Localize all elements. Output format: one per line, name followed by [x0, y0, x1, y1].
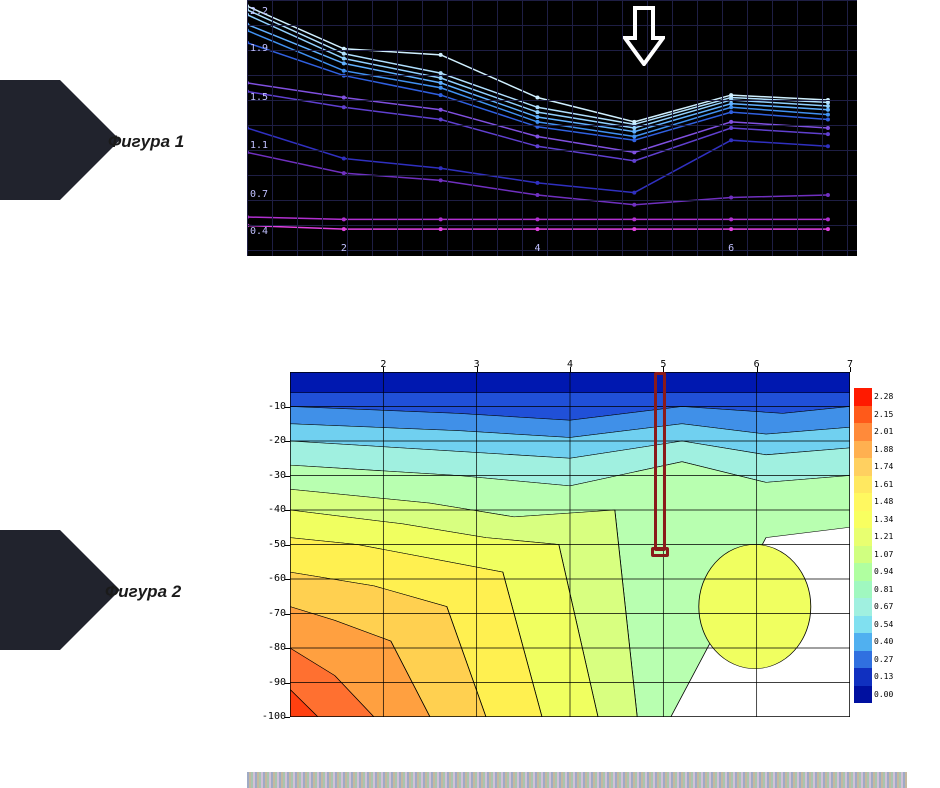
legend-value: 0.94 [874, 567, 893, 576]
legend-value: 1.74 [874, 462, 893, 471]
legend-swatch [854, 563, 872, 581]
figure2-marker-cap [651, 547, 669, 557]
fig1-ytick: 1.5 [250, 92, 268, 103]
legend-value: 0.40 [874, 637, 893, 646]
figure1-chart: 0.4 0.7 1.1 1.5 1.9 2.2 2 4 6 [247, 0, 857, 256]
legend-value: 1.48 [874, 497, 893, 506]
figure2-legend: 2.28 2.15 2.01 1.88 1.74 1.61 1.48 1.34 1.21 1.07… [854, 388, 906, 703]
legend-swatch [854, 388, 872, 406]
legend-row: 0.40 [854, 633, 906, 651]
legend-swatch [854, 546, 872, 564]
arrow-down-icon [623, 6, 665, 66]
figure1-label: Фигура 1 [108, 132, 184, 152]
legend-swatch [854, 581, 872, 599]
fig2-ytick: -10 [268, 401, 286, 412]
legend-value: 2.01 [874, 427, 893, 436]
legend-value: 0.00 [874, 690, 893, 699]
fig1-ytick: 0.7 [250, 189, 268, 200]
fig2-ytick: -30 [268, 470, 286, 481]
legend-row: 1.21 [854, 528, 906, 546]
legend-swatch [854, 668, 872, 686]
legend-row: 2.15 [854, 406, 906, 424]
legend-row: 1.61 [854, 476, 906, 494]
fig1-xtick: 4 [534, 243, 540, 254]
footer-noise-strip [247, 772, 907, 788]
fig2-ytick: -20 [268, 435, 286, 446]
legend-row: 1.74 [854, 458, 906, 476]
legend-value: 0.27 [874, 655, 893, 664]
legend-row: 1.34 [854, 511, 906, 529]
fig1-ytick: 1.9 [250, 43, 268, 54]
legend-value: 1.88 [874, 445, 893, 454]
legend-row: 0.67 [854, 598, 906, 616]
legend-value: 2.15 [874, 410, 893, 419]
legend-row: 0.54 [854, 616, 906, 634]
legend-value: 1.34 [874, 515, 893, 524]
legend-swatch [854, 476, 872, 494]
legend-row: 2.01 [854, 423, 906, 441]
legend-row: 1.88 [854, 441, 906, 459]
legend-swatch [854, 493, 872, 511]
fig1-xtick: 6 [728, 243, 734, 254]
legend-row: 0.00 [854, 686, 906, 704]
legend-row: 2.28 [854, 388, 906, 406]
legend-swatch [854, 528, 872, 546]
legend-value: 0.54 [874, 620, 893, 629]
fig2-ytick: -80 [268, 642, 286, 653]
figure2-chart: 2.282.152.011.881.741.611.481.341.211.07… [290, 372, 850, 717]
legend-value: 0.13 [874, 672, 893, 681]
fig2-ytick: -50 [268, 539, 286, 550]
legend-swatch [854, 633, 872, 651]
legend-row: 0.94 [854, 563, 906, 581]
fig2-ytick: -40 [268, 504, 286, 515]
legend-swatch [854, 441, 872, 459]
legend-value: 2.28 [874, 392, 893, 401]
legend-swatch [854, 686, 872, 704]
fig2-ytick: -60 [268, 573, 286, 584]
legend-row: 1.07 [854, 546, 906, 564]
legend-row: 0.81 [854, 581, 906, 599]
fig2-ytick: -70 [268, 608, 286, 619]
legend-row: 0.13 [854, 668, 906, 686]
legend-swatch [854, 651, 872, 669]
figure2-grid [290, 372, 850, 717]
legend-swatch [854, 616, 872, 634]
figure2-marker [654, 372, 666, 551]
fig1-xtick: 2 [341, 243, 347, 254]
legend-value: 0.81 [874, 585, 893, 594]
legend-swatch [854, 511, 872, 529]
fig2-ytick: -100 [262, 711, 286, 722]
fig2-ytick: -90 [268, 677, 286, 688]
legend-swatch [854, 458, 872, 476]
fig1-ytick: 1.1 [250, 140, 268, 151]
legend-swatch [854, 423, 872, 441]
legend-swatch [854, 598, 872, 616]
legend-value: 1.21 [874, 532, 893, 541]
legend-row: 0.27 [854, 651, 906, 669]
legend-swatch [854, 406, 872, 424]
legend-value: 1.07 [874, 550, 893, 559]
legend-value: 0.67 [874, 602, 893, 611]
pointer-shape-2 [0, 530, 60, 650]
legend-value: 1.61 [874, 480, 893, 489]
legend-row: 1.48 [854, 493, 906, 511]
fig1-ytick: 0.4 [250, 226, 268, 237]
figure1-lines [247, 0, 857, 256]
figure2-label: Фигура 2 [105, 582, 181, 602]
fig1-ytick: 2.2 [250, 6, 268, 17]
pointer-shape-1 [0, 80, 60, 200]
